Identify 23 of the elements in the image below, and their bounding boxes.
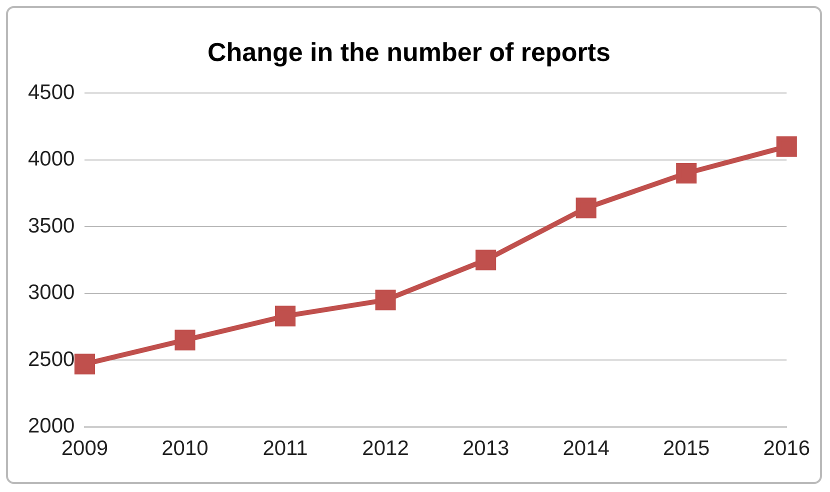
x-tick-label: 2011 — [262, 437, 308, 460]
point — [676, 162, 697, 184]
point — [174, 330, 196, 350]
y-tick-label: 3500 — [28, 214, 75, 238]
x-tick-label: 2016 — [763, 437, 810, 460]
x-tick-label: 2015 — [663, 437, 710, 460]
y-tick-label: 4500 — [28, 80, 75, 104]
x-tick-label: 2009 — [61, 437, 108, 460]
y-tick-label: 3000 — [28, 281, 75, 304]
x-tick-label: 2013 — [462, 437, 510, 460]
point — [74, 354, 95, 374]
point — [375, 290, 396, 310]
point — [476, 250, 496, 270]
y-tick-label: 4000 — [28, 148, 75, 171]
chart-title: Change in the number of reports — [207, 36, 611, 67]
x-tick-label: 2014 — [562, 437, 610, 460]
y-tick-label: 2500 — [28, 348, 75, 371]
x-tick-label: 2010 — [162, 437, 208, 460]
y-tick-label: 2000 — [28, 414, 75, 438]
point — [274, 306, 296, 326]
point — [776, 136, 797, 157]
point — [576, 198, 596, 218]
x-tick-label: 2012 — [362, 437, 409, 460]
